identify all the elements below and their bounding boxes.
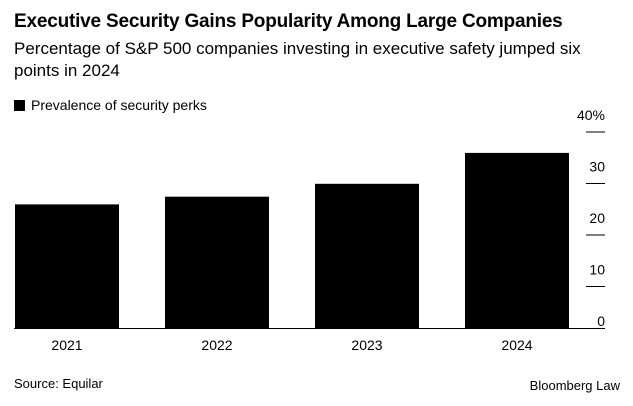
bar-2023: [315, 183, 419, 328]
legend: Prevalence of security perks: [14, 96, 207, 114]
y-tick-label: 20: [589, 210, 605, 226]
bar-chart: 0 10 20 30 40% 2021 2022 2023 2024: [14, 107, 605, 353]
brand-logo: Bloomberg Law: [529, 378, 620, 393]
legend-label: Prevalence of security perks: [31, 97, 207, 113]
bar-2024: [465, 152, 569, 328]
bar-2021: [15, 204, 119, 328]
y-tick-label: 40%: [577, 107, 605, 123]
x-tick-label: 2021: [51, 337, 82, 353]
bar-2022: [165, 196, 269, 328]
legend-swatch: [14, 99, 25, 111]
y-tick-label: 0: [597, 313, 605, 329]
y-tick-label: 30: [589, 159, 605, 175]
x-tick-label: 2024: [501, 337, 532, 353]
chart-subtitle: Percentage of S&P 500 companies investin…: [14, 39, 581, 80]
y-tick-label: 10: [589, 262, 605, 278]
chart-title: Executive Security Gains Popularity Amon…: [14, 11, 563, 32]
x-tick-label: 2023: [351, 337, 382, 353]
source-note: Source: Equilar: [14, 376, 103, 391]
x-tick-label: 2022: [201, 337, 232, 353]
